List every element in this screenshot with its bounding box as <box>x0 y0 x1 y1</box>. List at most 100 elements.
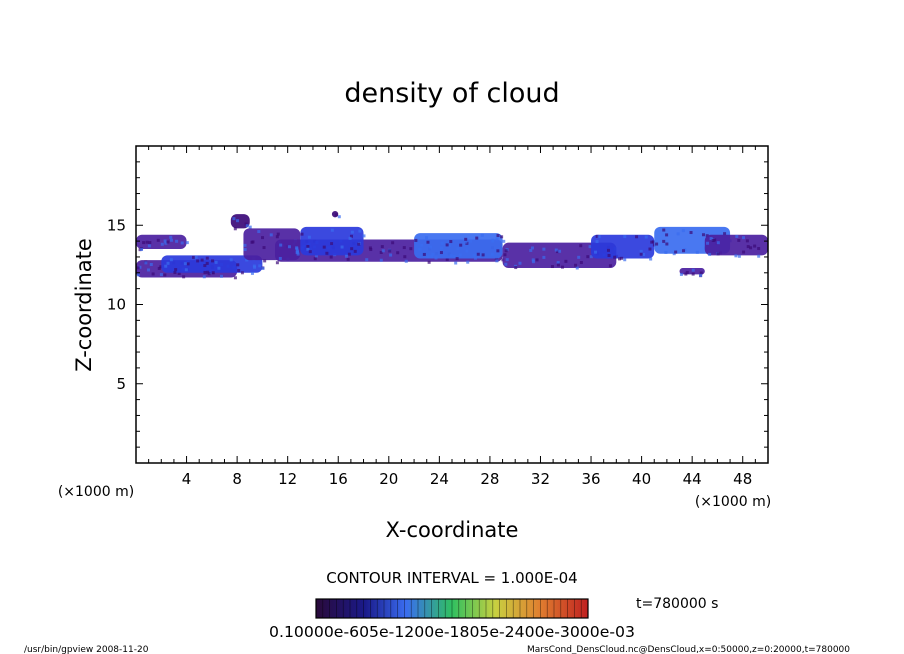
cloud-speckle <box>248 225 252 229</box>
cloud-speckle <box>742 236 746 240</box>
cloud-speckle <box>369 248 373 252</box>
cloud-speckle <box>164 241 168 245</box>
cloud-speckle <box>716 252 720 256</box>
cloud-speckle <box>679 272 683 276</box>
cloud-speckle <box>504 262 508 266</box>
cloud-speckle <box>502 239 506 243</box>
cloud-speckle <box>340 245 344 249</box>
cloud-speckle <box>402 246 406 250</box>
cloud-speckle <box>420 243 424 247</box>
cloud-speckle <box>481 253 485 257</box>
cloud-band <box>704 234 768 256</box>
x-axis-label: X-coordinate <box>386 518 519 542</box>
cloud-speckle <box>689 231 693 235</box>
cloud-speckle <box>184 268 188 272</box>
cloud-speckle <box>737 254 741 258</box>
cloud-speckle <box>296 250 300 254</box>
cloud-speckle <box>586 255 590 259</box>
cloud-speckle <box>757 254 761 258</box>
cloud-speckle <box>306 247 310 251</box>
cloud-speckle <box>194 255 198 259</box>
cloud-speckle <box>233 227 237 231</box>
cloud-speckle <box>665 233 669 237</box>
cloud-speckle <box>672 252 676 256</box>
cloud-speckle <box>495 237 499 241</box>
cloud-speckle <box>504 249 508 253</box>
cloud-speckle <box>649 257 653 261</box>
cloud-speckle <box>716 241 720 245</box>
cloud-speckle <box>245 258 249 262</box>
cloud-speckle <box>144 261 148 265</box>
cloud-speckle <box>353 249 357 253</box>
x-tick-label: 32 <box>531 470 550 488</box>
cloud-speckle <box>163 239 167 243</box>
cloud-speckle <box>396 251 400 255</box>
cloud-speckle <box>518 261 522 265</box>
cloud-speckle <box>464 240 468 244</box>
cloud-speckle <box>160 242 164 246</box>
x-tick-label: 28 <box>480 470 499 488</box>
cloud-speckle <box>465 249 469 253</box>
cloud-speckle <box>147 244 151 248</box>
cloud-speckle <box>745 239 749 243</box>
cloud-speckle <box>691 272 695 276</box>
cloud-band <box>300 226 364 256</box>
cloud-speckle <box>429 245 433 249</box>
cloud-speckle <box>608 264 612 268</box>
cloud-speckle <box>151 272 155 276</box>
cloud-speckle <box>140 247 144 251</box>
y-tick-label: 5 <box>116 375 126 393</box>
cloud-speckle <box>148 241 152 245</box>
cloud-speckle <box>449 254 453 258</box>
cloud-speckle <box>169 238 173 242</box>
cloud-speckle <box>261 266 265 270</box>
cloud-speckle <box>639 252 643 256</box>
cloud-speckle <box>422 252 426 256</box>
cloud-speckle <box>391 241 395 245</box>
cloud-speckle <box>156 238 160 242</box>
cloud-speckle <box>186 262 190 266</box>
x-tick-label: 40 <box>632 470 651 488</box>
colorbar-stripes <box>322 599 582 618</box>
cloud-speckle <box>459 243 463 247</box>
cloud-speckle <box>243 248 247 252</box>
cloud-speckle <box>445 258 449 262</box>
cloud-speckle <box>330 228 334 232</box>
cloud-speckle <box>618 257 622 261</box>
cloud-speckle <box>753 244 757 248</box>
cloud-speckle <box>473 256 477 260</box>
cloud-band <box>591 234 655 259</box>
time-label: t=780000 s <box>636 596 718 612</box>
cloud-speckle <box>365 258 369 262</box>
cloud-speckle <box>439 251 443 255</box>
cloud-speckle <box>556 261 560 265</box>
cloud-speckle <box>556 250 560 254</box>
cloud-speckle <box>757 247 761 251</box>
cloud-speckle <box>164 264 168 268</box>
x-tick-label: 8 <box>232 470 242 488</box>
cloud-speckle <box>531 260 535 264</box>
x-tick-label: 24 <box>430 470 449 488</box>
cloud-speckle <box>175 239 179 243</box>
cloud-speckle <box>607 253 611 257</box>
cloud-speckle <box>426 240 430 244</box>
cloud-speckle <box>480 233 484 237</box>
cloud-speckle <box>595 240 599 244</box>
cloud-speckle <box>180 241 184 245</box>
cloud-speckle <box>138 265 142 269</box>
cloud-speckle <box>295 247 299 251</box>
cloud-speckle <box>275 235 279 239</box>
cloud-speckle <box>185 241 189 245</box>
x-tick-labels: 4 8 12 16 20 24 28 32 36 40 44 48 <box>182 470 752 488</box>
cloud-speckle <box>313 257 317 261</box>
footer-right: MarsCond_DensCloud.nc@DensCloud,x=0:5000… <box>527 645 850 654</box>
cloud-speckle <box>263 259 267 263</box>
cloud-speckle <box>691 268 695 272</box>
cloud-speckle <box>379 250 383 254</box>
x-tick-label: 44 <box>683 470 702 488</box>
cloud-speckle <box>500 235 504 239</box>
cloud-speckle <box>276 232 280 236</box>
cloud-speckle <box>503 253 507 257</box>
cloud-speckle <box>560 265 564 269</box>
cloud-speckle <box>639 249 643 253</box>
